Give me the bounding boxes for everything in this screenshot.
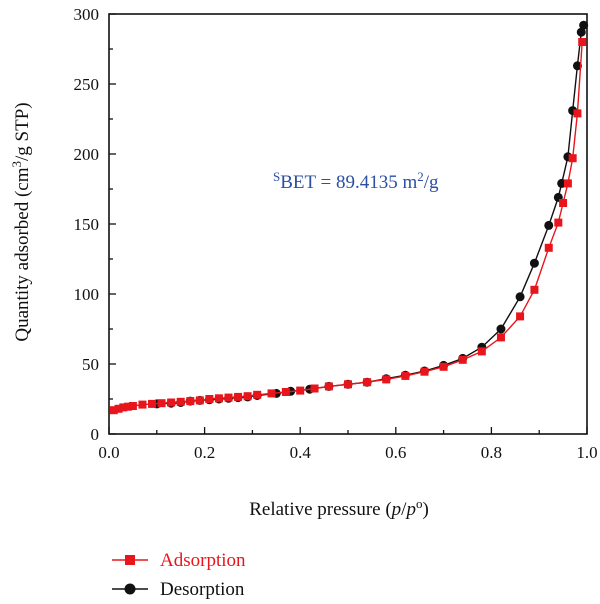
data-point bbox=[186, 397, 195, 406]
data-point bbox=[234, 392, 243, 401]
data-point bbox=[243, 392, 252, 401]
data-point bbox=[205, 395, 214, 403]
x-tick-label: 0.8 bbox=[481, 443, 502, 462]
series-line-desorption bbox=[156, 24, 585, 405]
data-point bbox=[420, 367, 429, 376]
y-tick-label: 50 bbox=[82, 355, 99, 374]
legend-label-adsorption: Adsorption bbox=[160, 550, 246, 571]
data-point bbox=[253, 390, 262, 399]
legend-label-desorption: Desorption bbox=[160, 579, 245, 600]
data-point bbox=[529, 258, 539, 268]
bet-annotation: SBET = 89.4135 m2/g bbox=[273, 169, 439, 193]
data-point bbox=[572, 61, 582, 71]
data-point bbox=[496, 333, 505, 342]
y-tick-label: 200 bbox=[74, 145, 100, 164]
legend-item-adsorption: Adsorption bbox=[112, 550, 246, 571]
data-point bbox=[554, 218, 563, 227]
data-point bbox=[124, 402, 133, 411]
data-point bbox=[363, 378, 372, 387]
data-point bbox=[573, 109, 582, 118]
data-point bbox=[516, 312, 525, 321]
y-tick-label: 150 bbox=[74, 215, 100, 234]
y-axis-ticks: 0 50 100 150 200 250 300 bbox=[74, 5, 116, 444]
data-point bbox=[544, 243, 553, 252]
data-point bbox=[224, 393, 233, 402]
y-tick-label: 0 bbox=[91, 425, 100, 444]
data-point bbox=[568, 154, 577, 163]
legend-marker-square bbox=[125, 555, 135, 565]
plot-frame bbox=[108, 13, 588, 435]
data-point bbox=[530, 285, 539, 294]
data-point bbox=[128, 402, 137, 410]
data-point bbox=[563, 179, 572, 188]
data-point bbox=[138, 400, 147, 409]
data-point bbox=[382, 375, 391, 384]
legend-item-desorption: Desorption bbox=[112, 579, 245, 600]
data-point bbox=[281, 388, 290, 396]
y-axis-title: Quantity adsorbed (cm3/g STP) bbox=[9, 102, 33, 341]
data-point bbox=[148, 399, 157, 408]
data-point bbox=[109, 406, 118, 415]
y-tick-label: 250 bbox=[74, 75, 100, 94]
data-point bbox=[310, 384, 319, 393]
data-point bbox=[477, 347, 486, 356]
data-point bbox=[401, 371, 410, 380]
legend: Adsorption Desorption bbox=[112, 550, 246, 600]
series-desorption bbox=[152, 20, 589, 409]
data-point bbox=[576, 27, 586, 37]
data-point bbox=[176, 397, 185, 406]
x-tick-label: 0.2 bbox=[194, 443, 215, 462]
data-point bbox=[267, 389, 276, 398]
data-point bbox=[195, 396, 204, 405]
y-tick-label: 300 bbox=[74, 5, 100, 24]
data-point bbox=[324, 382, 333, 391]
data-point bbox=[167, 398, 176, 407]
data-point bbox=[439, 362, 448, 371]
data-point bbox=[114, 404, 123, 413]
data-point bbox=[578, 38, 587, 46]
x-tick-label: 0.4 bbox=[290, 443, 312, 462]
data-point bbox=[559, 199, 568, 207]
data-point bbox=[214, 394, 223, 403]
data-point bbox=[496, 324, 506, 334]
data-point bbox=[579, 20, 589, 30]
data-point bbox=[296, 386, 305, 395]
data-point bbox=[458, 355, 467, 364]
legend-marker-circle bbox=[124, 583, 136, 595]
data-point bbox=[157, 399, 166, 408]
data-point bbox=[119, 403, 128, 412]
x-axis-ticks: 0.0 0.2 0.4 0.6 0.8 1.0 bbox=[98, 427, 598, 462]
data-point bbox=[515, 292, 525, 302]
x-tick-label: 1.0 bbox=[576, 443, 597, 462]
x-tick-label: 0.0 bbox=[98, 443, 119, 462]
series-adsorption bbox=[109, 38, 587, 415]
series-line-adsorption bbox=[113, 41, 583, 411]
y-tick-label: 100 bbox=[74, 285, 100, 304]
data-point bbox=[344, 380, 352, 389]
plot-area: 0.0 0.2 0.4 0.6 0.8 1.0 0 50 100 150 200 250 300 bbox=[74, 5, 598, 462]
series-layer bbox=[109, 20, 589, 415]
x-tick-label: 0.6 bbox=[385, 443, 406, 462]
x-axis-title: Relative pressure (p/po) bbox=[249, 496, 429, 520]
data-point bbox=[544, 220, 554, 230]
